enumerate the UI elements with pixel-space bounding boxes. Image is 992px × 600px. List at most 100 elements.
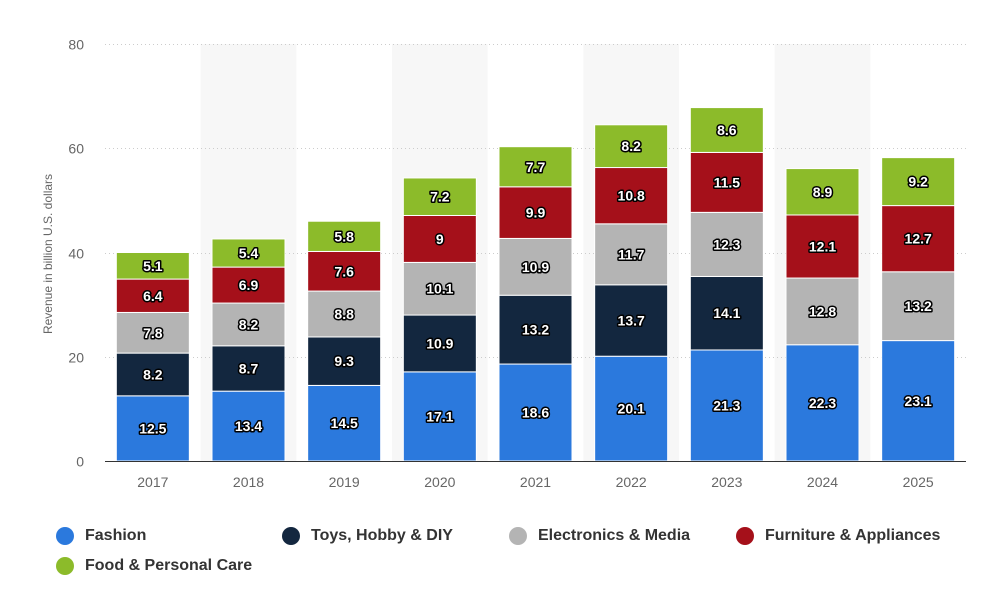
bar-fashion-2017[interactable] bbox=[115, 395, 190, 462]
legend-swatch-electronics-media bbox=[509, 527, 527, 545]
data-label-toys-hobby-diy-2018: 8.7 bbox=[239, 360, 259, 376]
bar-food-personal-care-2025[interactable] bbox=[881, 157, 956, 207]
x-axis-ticks: 2017 2018 2019 2020 2021 2022 2023 2024 2025 bbox=[137, 474, 934, 490]
bar-electronics-media-2024[interactable] bbox=[785, 277, 860, 346]
bar-electronics-media-2020[interactable] bbox=[402, 261, 477, 316]
legend-item-toys-hobby-diy[interactable]: Toys, Hobby & DIY bbox=[282, 527, 509, 545]
bar-toys-hobby-diy-2023[interactable] bbox=[689, 275, 764, 351]
data-label-electronics-media-2023: 12.3 bbox=[713, 236, 740, 252]
legend-item-furniture-appliances[interactable]: Furniture & Appliances bbox=[736, 527, 940, 545]
data-label-furniture-appliances-2017: 6.4 bbox=[143, 288, 163, 304]
bar-electronics-media-2018[interactable] bbox=[211, 302, 286, 347]
bar-fashion-2020[interactable] bbox=[402, 371, 477, 462]
y-tick-label-60: 60 bbox=[68, 141, 84, 157]
data-label-electronics-media-2025: 13.2 bbox=[905, 298, 932, 314]
bar-fashion-2022[interactable] bbox=[594, 355, 669, 462]
bar-toys-hobby-diy-2020[interactable] bbox=[402, 314, 477, 373]
data-label-furniture-appliances-2019: 7.6 bbox=[334, 263, 354, 279]
bar-fashion-2024[interactable] bbox=[785, 344, 860, 462]
data-label-electronics-media-2022: 11.7 bbox=[618, 246, 645, 262]
bar-toys-hobby-diy-2018[interactable] bbox=[211, 345, 286, 392]
data-label-furniture-appliances-2018: 6.9 bbox=[239, 277, 259, 293]
legend-item-fashion[interactable]: Fashion bbox=[56, 527, 282, 545]
bar-furniture-appliances-2019[interactable] bbox=[307, 250, 382, 292]
bar-furniture-appliances-2023[interactable] bbox=[689, 151, 764, 213]
x-tick-label-2023: 2023 bbox=[711, 474, 742, 490]
data-label-electronics-media-2018: 8.2 bbox=[239, 316, 259, 332]
bar-electronics-media-2022[interactable] bbox=[594, 223, 669, 286]
bar-furniture-appliances-2024[interactable] bbox=[785, 214, 860, 279]
x-tick-label-2022: 2022 bbox=[616, 474, 647, 490]
data-label-electronics-media-2019: 8.8 bbox=[334, 306, 354, 322]
data-label-food-personal-care-2019: 5.8 bbox=[334, 228, 354, 244]
legend-swatch-furniture-appliances bbox=[736, 527, 754, 545]
data-label-electronics-media-2020: 10.1 bbox=[426, 281, 453, 297]
bar-toys-hobby-diy-2019[interactable] bbox=[307, 336, 382, 386]
bar-furniture-appliances-2020[interactable] bbox=[402, 214, 477, 263]
legend-item-food-personal-care[interactable]: Food & Personal Care bbox=[56, 557, 282, 575]
bar-fashion-2025[interactable] bbox=[881, 340, 956, 462]
data-label-toys-hobby-diy-2020: 10.9 bbox=[426, 335, 453, 351]
legend-swatch-toys-hobby-diy bbox=[282, 527, 300, 545]
bar-food-personal-care-2024[interactable] bbox=[785, 168, 860, 216]
data-label-fashion-2023: 21.3 bbox=[713, 397, 740, 413]
data-label-furniture-appliances-2025: 12.7 bbox=[905, 231, 932, 247]
bar-electronics-media-2019[interactable] bbox=[307, 290, 382, 338]
bar-furniture-appliances-2021[interactable] bbox=[498, 186, 573, 239]
data-label-food-personal-care-2021: 7.7 bbox=[526, 159, 546, 175]
y-tick-label-80: 80 bbox=[68, 37, 84, 53]
data-label-fashion-2018: 13.4 bbox=[235, 418, 262, 434]
bar-fashion-2019[interactable] bbox=[307, 384, 382, 462]
x-tick-label-2021: 2021 bbox=[520, 474, 551, 490]
data-label-electronics-media-2017: 7.8 bbox=[143, 325, 163, 341]
bar-food-personal-care-2023[interactable] bbox=[689, 107, 764, 153]
data-label-toys-hobby-diy-2017: 8.2 bbox=[143, 366, 163, 382]
bar-electronics-media-2023[interactable] bbox=[689, 211, 764, 277]
data-label-toys-hobby-diy-2021: 13.2 bbox=[522, 322, 549, 338]
bar-furniture-appliances-2022[interactable] bbox=[594, 167, 669, 225]
data-label-food-personal-care-2018: 5.4 bbox=[239, 245, 259, 261]
data-label-toys-hobby-diy-2022: 13.7 bbox=[618, 313, 645, 329]
data-label-furniture-appliances-2021: 9.9 bbox=[526, 205, 546, 221]
bar-furniture-appliances-2025[interactable] bbox=[881, 205, 956, 273]
data-label-toys-hobby-diy-2023: 14.1 bbox=[713, 305, 740, 321]
bar-food-personal-care-2017[interactable] bbox=[115, 252, 190, 280]
bar-food-personal-care-2018[interactable] bbox=[211, 238, 286, 268]
bar-toys-hobby-diy-2021[interactable] bbox=[498, 294, 573, 365]
data-label-furniture-appliances-2024: 12.1 bbox=[809, 239, 836, 255]
bar-electronics-media-2025[interactable] bbox=[881, 271, 956, 342]
bar-food-personal-care-2022[interactable] bbox=[594, 124, 669, 169]
data-label-fashion-2025: 23.1 bbox=[905, 393, 932, 409]
data-label-furniture-appliances-2023: 11.5 bbox=[714, 174, 741, 190]
legend-label-fashion: Fashion bbox=[85, 527, 147, 544]
data-labels: 12.5 8.2 7.8 6.4 5.1 13.4 8.7 8.2 6.9 5.4 14.5 9.3 8… bbox=[138, 121, 934, 438]
bar-food-personal-care-2021[interactable] bbox=[498, 146, 573, 188]
x-tick-label-2024: 2024 bbox=[807, 474, 838, 490]
bar-food-personal-care-2019[interactable] bbox=[307, 220, 382, 252]
legend-label-food-personal-care: Food & Personal Care bbox=[85, 557, 253, 574]
data-label-fashion-2017: 12.5 bbox=[139, 420, 166, 436]
legend-label-furniture-appliances: Furniture & Appliances bbox=[765, 527, 941, 544]
y-tick-label-20: 20 bbox=[68, 350, 84, 366]
y-axis-ticks: 0 20 40 60 80 bbox=[68, 37, 84, 470]
bar-food-personal-care-2020[interactable] bbox=[402, 177, 477, 216]
data-label-electronics-media-2021: 10.9 bbox=[522, 259, 549, 275]
data-label-fashion-2020: 17.1 bbox=[426, 408, 453, 424]
y-tick-label-0: 0 bbox=[76, 454, 84, 470]
y-tick-label-40: 40 bbox=[68, 246, 84, 262]
data-label-fashion-2022: 20.1 bbox=[618, 401, 645, 417]
data-label-fashion-2019: 14.5 bbox=[331, 415, 358, 431]
data-label-food-personal-care-2025: 9.2 bbox=[908, 174, 928, 190]
bars bbox=[115, 107, 956, 462]
y-axis-label: Revenue in billion U.S. dollars bbox=[41, 174, 55, 334]
data-label-furniture-appliances-2020: 9 bbox=[436, 231, 444, 247]
bar-electronics-media-2021[interactable] bbox=[498, 237, 573, 296]
data-label-fashion-2024: 22.3 bbox=[809, 395, 836, 411]
x-tick-label-2025: 2025 bbox=[903, 474, 934, 490]
legend-swatch-food-personal-care bbox=[56, 557, 74, 575]
bar-toys-hobby-diy-2022[interactable] bbox=[594, 284, 669, 357]
data-label-fashion-2021: 18.6 bbox=[522, 405, 549, 421]
legend-item-electronics-media[interactable]: Electronics & Media bbox=[509, 527, 736, 545]
x-tick-label-2018: 2018 bbox=[233, 474, 264, 490]
